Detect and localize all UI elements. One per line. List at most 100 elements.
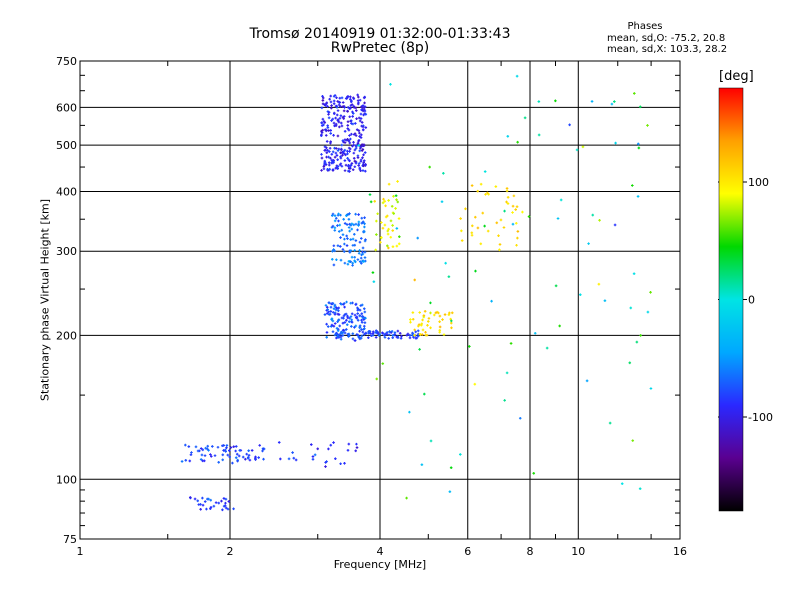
data-point [331, 168, 335, 171]
data-point [358, 98, 362, 102]
data-point [356, 312, 360, 315]
data-point [362, 153, 365, 157]
data-point [322, 167, 326, 171]
data-point [334, 457, 337, 461]
data-point [354, 134, 358, 137]
data-point [341, 248, 345, 251]
data-point [505, 187, 509, 190]
data-point [386, 229, 390, 233]
data-point [212, 504, 216, 508]
data-point [352, 97, 356, 101]
data-point [511, 204, 515, 208]
data-point [323, 161, 327, 165]
data-point [338, 125, 341, 129]
data-point [350, 132, 353, 136]
data-point [470, 184, 474, 187]
data-point [554, 99, 557, 103]
data-point [490, 299, 493, 303]
data-point [353, 243, 357, 247]
data-point [188, 459, 192, 463]
data-point [349, 260, 352, 264]
data-point [438, 314, 442, 318]
data-point [351, 168, 355, 171]
data-point [209, 507, 212, 511]
data-point [213, 454, 217, 457]
data-point [356, 319, 360, 322]
data-point [591, 213, 595, 217]
data-point [348, 251, 352, 254]
data-point [386, 232, 390, 236]
data-point [334, 216, 338, 220]
data-point [331, 249, 334, 253]
data-point [348, 107, 352, 111]
data-point [416, 329, 420, 333]
data-point [196, 449, 200, 453]
data-point [221, 458, 225, 462]
data-point [222, 497, 226, 500]
data-point [228, 455, 232, 459]
data-point [512, 194, 516, 198]
data-point [354, 449, 358, 453]
data-point [247, 449, 250, 452]
data-point [346, 95, 350, 98]
data-point [332, 248, 335, 251]
data-point [362, 96, 366, 100]
data-point [349, 224, 353, 227]
data-point [346, 137, 349, 141]
data-point [394, 194, 398, 197]
data-point [341, 154, 344, 157]
data-point [437, 311, 440, 315]
data-point [372, 280, 376, 283]
data-point [320, 156, 324, 160]
data-point [329, 132, 333, 135]
data-point [351, 122, 355, 126]
y-tick-label: 750 [56, 55, 77, 68]
data-point [331, 330, 335, 334]
data-point [228, 449, 231, 452]
data-point [357, 162, 361, 165]
data-point [347, 146, 351, 150]
data-point [468, 345, 471, 348]
data-point [203, 500, 207, 503]
data-point [222, 504, 226, 508]
data-point [506, 135, 510, 138]
data-point [336, 158, 339, 161]
data-point [330, 323, 334, 327]
data-point [330, 106, 333, 110]
data-point [313, 453, 317, 457]
data-point [327, 116, 331, 120]
data-point [362, 144, 366, 147]
data-point [481, 211, 485, 215]
data-point [397, 242, 401, 246]
data-point [351, 261, 354, 265]
data-point [325, 460, 328, 463]
data-point [343, 321, 347, 324]
data-point [408, 334, 412, 337]
data-point [442, 172, 445, 175]
data-point [337, 100, 341, 104]
data-point [340, 164, 344, 168]
data-point [325, 155, 328, 159]
data-point [250, 449, 254, 452]
data-point [479, 182, 483, 186]
data-point [443, 313, 447, 316]
data-point [369, 200, 373, 204]
data-point [359, 169, 362, 173]
data-point [332, 121, 336, 125]
data-point [234, 445, 238, 448]
data-point [205, 507, 208, 511]
data-point [327, 111, 331, 114]
data-point [337, 212, 340, 216]
data-point [244, 457, 247, 461]
data-point [237, 454, 241, 458]
data-point [333, 155, 337, 159]
data-point [330, 302, 333, 306]
data-point [326, 124, 329, 127]
y-tick-label: 75 [63, 533, 77, 546]
data-point [409, 318, 412, 321]
colorbar [718, 87, 744, 512]
data-point [325, 322, 328, 326]
data-point [417, 324, 420, 328]
data-point [533, 331, 537, 335]
data-point [351, 264, 354, 267]
